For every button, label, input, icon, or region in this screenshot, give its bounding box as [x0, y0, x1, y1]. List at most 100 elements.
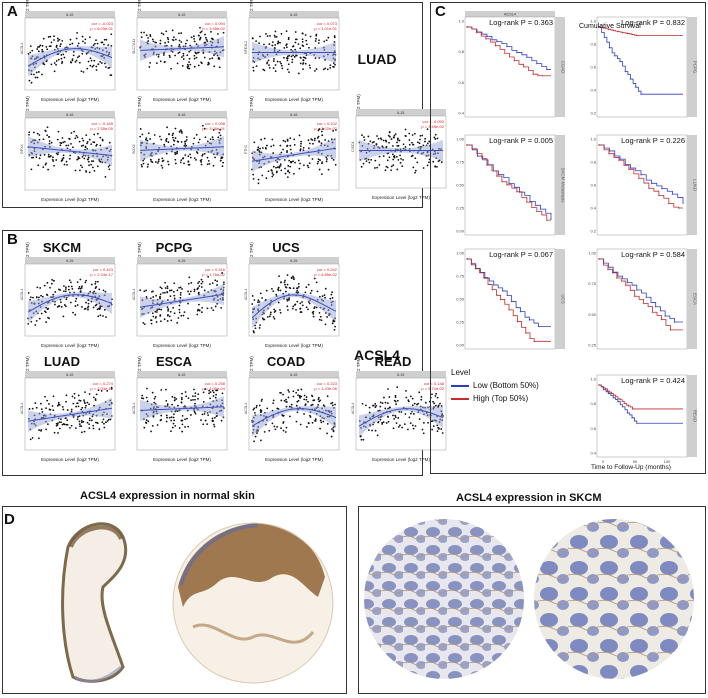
km-ytick: 1.0 [590, 137, 596, 142]
data-point [84, 307, 87, 310]
data-point [427, 421, 429, 424]
data-point [268, 66, 271, 69]
panel-c: C ACSL4 COAD 0.4 0.6 0.8 1.0 Log-rank P = 0.36… [430, 2, 706, 474]
y-gene-label: ACSL4 [20, 289, 24, 300]
data-point [208, 283, 211, 286]
data-point [185, 395, 188, 398]
x-axis-label: Expression Level (log2 TPM) [265, 97, 323, 102]
scatter-plot: Expression Level (log2 TPM)NFE2L2IL15cor… [233, 0, 340, 103]
data-point [174, 424, 177, 427]
data-point [53, 279, 55, 282]
data-point [69, 43, 71, 46]
cor-label: cor = 0.223 [317, 381, 338, 386]
data-point [149, 61, 152, 64]
data-point [310, 289, 313, 292]
data-point [147, 420, 150, 423]
scatter-plot: COADExpression Level (log2 TPM)ACSL4IL15… [233, 354, 340, 463]
data-point [262, 68, 265, 71]
data-point [299, 56, 302, 59]
data-point [110, 387, 113, 390]
data-point [284, 172, 287, 175]
data-point [88, 419, 91, 422]
data-point [394, 394, 397, 397]
data-point [333, 35, 336, 37]
data-point [50, 41, 53, 44]
skcm-title: ACSL4 expression in SKCM [456, 492, 602, 504]
facet-strip-label: IL15 [178, 113, 185, 117]
data-point [80, 425, 83, 428]
data-point [88, 393, 91, 395]
data-point [140, 164, 143, 166]
data-point [283, 159, 286, 161]
legend-low-swatch [451, 384, 469, 387]
data-point [55, 63, 57, 66]
km-low-curve [599, 258, 683, 323]
x-axis-label: Expression Level (log2 TPM) [265, 457, 323, 462]
p-label: p = 2.03e-10 [90, 386, 113, 391]
data-point [40, 294, 42, 297]
data-point [279, 163, 282, 165]
data-point [255, 406, 258, 409]
data-point [411, 404, 414, 407]
data-point [77, 42, 80, 45]
data-point [176, 62, 179, 65]
data-point [87, 60, 90, 63]
data-point [412, 166, 415, 169]
data-point [324, 67, 327, 70]
data-point [213, 425, 216, 428]
data-point [92, 44, 95, 47]
data-point [433, 136, 436, 139]
data-point [379, 401, 382, 404]
data-point [146, 165, 149, 168]
data-point [84, 42, 86, 44]
cor-label: cor = 0.098 [205, 121, 226, 126]
data-point [45, 407, 48, 410]
panel-b: B ACSL4 SKCMExpression Level (log2 TPM)A… [2, 230, 447, 476]
scatter-plot: Expression Level (log2 TPM)SLC7A11IL15co… [121, 0, 228, 103]
cor-label: cor = 0.274 [93, 381, 114, 386]
data-point [209, 138, 212, 141]
data-point [283, 399, 286, 402]
data-point [35, 156, 38, 159]
km-ytick: 0.6 [590, 183, 596, 188]
data-point [86, 421, 89, 424]
data-point [41, 44, 44, 47]
facet-strip [137, 11, 227, 18]
data-point [378, 155, 381, 158]
scatter-svg: Expression Level (log2 TPM)CISD1IL15cor … [351, 94, 447, 200]
data-point [79, 287, 82, 290]
data-point [304, 34, 307, 36]
km-plot: ESCA 0.25 0.50 0.75 1.00 Log-rank P = 0.584 [587, 243, 705, 355]
data-point [145, 34, 148, 37]
data-point [187, 290, 189, 293]
data-point [180, 41, 183, 43]
data-point [301, 304, 304, 307]
data-point [317, 42, 320, 44]
data-point [30, 320, 33, 323]
data-point [149, 138, 152, 140]
y-gene-label: CISD1 [351, 141, 355, 152]
data-point [291, 307, 294, 310]
data-point [361, 134, 363, 137]
data-point [192, 142, 195, 145]
data-point [261, 147, 264, 149]
data-point [253, 407, 256, 410]
data-point [395, 155, 398, 158]
data-point [80, 408, 83, 411]
data-point [256, 149, 259, 151]
data-point [198, 285, 201, 287]
data-point [82, 420, 85, 423]
km-ytick: 0.8 [590, 42, 596, 47]
data-point [38, 134, 41, 136]
normal-skin-ihc-images [61, 522, 334, 684]
scatter-plot: LUADExpression Level (log2 TPM)ACSL4IL15… [9, 354, 116, 463]
data-point [286, 305, 289, 308]
data-point [159, 320, 162, 323]
data-point [388, 131, 391, 134]
data-point [203, 56, 206, 59]
data-point [166, 287, 169, 290]
data-point [272, 173, 275, 176]
data-point [85, 134, 88, 137]
